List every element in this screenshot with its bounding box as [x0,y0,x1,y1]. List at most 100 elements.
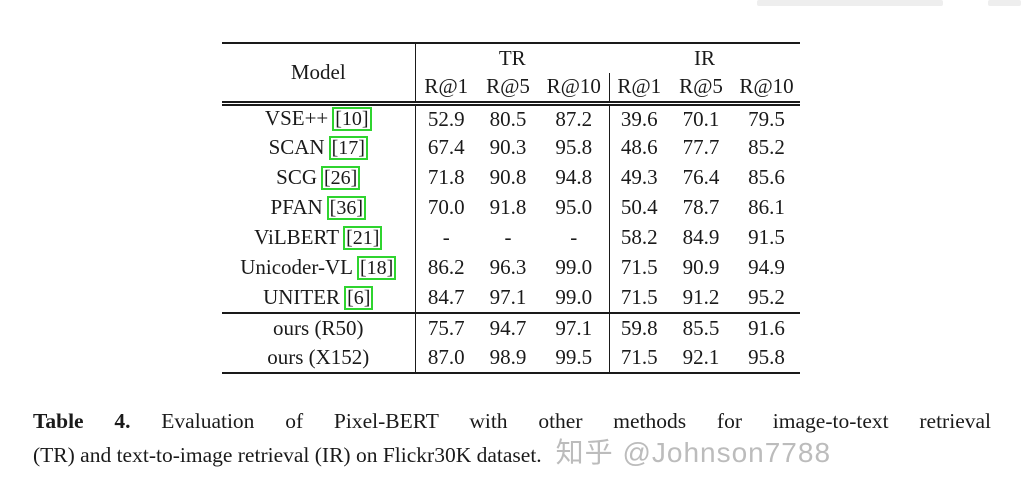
model-name-cell: ours (X152) [222,343,416,374]
table-header: Model TR IR R@1 R@5 R@10 R@1 R@5 R@10 [222,43,800,106]
value-cell: 90.3 [489,135,527,160]
metric-header-cell: R@1 [608,73,669,106]
value-cell: 71.5 [608,283,669,313]
metric-header-cell: R@1 [415,73,477,106]
value-cell: 94.9 [748,255,785,280]
value-cell: 92.1 [669,343,733,374]
value-cell: 94.8 [555,165,593,190]
citation-link[interactable]: [6] [344,285,374,310]
model-name-cell: Unicoder-VL [18] [222,253,416,283]
value-cell: - [504,225,512,250]
value-cell: 95.8 [733,343,800,374]
value-cell: 79.5 [748,106,785,131]
value-cell: 99.5 [539,343,609,374]
model-name-cell: PFAN [36] [222,193,416,223]
value-cell: - [442,225,450,250]
value-cell: 71.5 [608,343,669,374]
value-cell: 84.7 [427,284,465,309]
value-cell: 85.2 [748,135,785,160]
metric-header-cell: R@5 [669,73,733,106]
model-name-cell: SCG [26] [222,163,416,193]
value-cell: 78.7 [682,195,720,220]
group-header-ir: IR [694,45,715,70]
value-cell: 95.2 [748,284,785,309]
caption-text: Evaluation of Pixel-BERT with other meth… [161,409,992,433]
value-cell: 85.5 [669,312,733,343]
table-row: ours (X152) 87.0 98.9 99.5 71.5 92.1 95.8 [222,343,800,374]
table-row: PFAN [36] 70.0 91.8 95.0 50.4 78.7 86.1 [222,193,800,223]
value-cell: 87.0 [415,343,477,374]
model-name: SCG [276,165,318,189]
cropped-text-remnant [988,0,1021,6]
value-cell: 52.9 [427,106,465,131]
value-cell: 70.1 [682,106,720,131]
model-name: ours (R50) [273,315,364,340]
citation-link[interactable]: [21] [343,226,383,250]
citation-link[interactable]: [17] [328,136,368,160]
value-cell: 91.8 [489,195,527,220]
value-cell: 95.0 [555,195,593,220]
cropped-text-remnant [757,0,943,6]
table-row: SCG [26] 71.8 90.8 94.8 49.3 76.4 85.6 [222,163,800,193]
table-row: VSE++ [10] 52.9 80.5 87.2 39.6 70.1 79.5 [222,103,800,133]
caption-text: (TR) and text-to-image retrieval (IR) on… [33,443,542,467]
model-name: PFAN [270,195,323,219]
table-row: SCAN [17] 67.4 90.3 95.8 48.6 77.7 85.2 [222,133,800,163]
value-cell: 90.8 [489,165,527,190]
value-cell: - [570,225,578,250]
value-cell: 85.6 [748,165,785,190]
value-cell: 98.9 [477,343,539,374]
value-cell: 84.9 [682,225,720,250]
model-name: SCAN [268,135,325,159]
value-cell: 91.6 [733,312,800,343]
table-row: UNITER [6] 84.7 97.1 99.0 71.5 91.2 95.2 [222,283,800,313]
value-cell: 86.1 [748,195,785,220]
model-name: ViLBERT [254,225,340,249]
results-table: Model TR IR R@1 R@5 R@10 R@1 R@5 R@10 VSE++ [10] 5… [222,42,800,374]
model-name-cell: UNITER [6] [222,283,416,313]
model-name: ours (X152) [267,344,370,369]
value-cell: 97.1 [539,312,609,343]
value-cell: 49.3 [608,163,669,193]
model-name-cell: SCAN [17] [222,133,416,163]
metric-header-cell: R@10 [539,73,609,106]
value-cell: 76.4 [682,165,720,190]
value-cell: 80.5 [489,106,527,131]
value-cell: 94.7 [477,312,539,343]
value-cell: 95.8 [555,135,593,160]
citation-link[interactable]: [36] [326,196,366,220]
model-name: UNITER [263,284,341,309]
table-row: ours (R50) 75.7 94.7 97.1 59.8 85.5 91.6 [222,312,800,343]
value-cell: 48.6 [608,133,669,163]
citation-link[interactable]: [10] [332,107,372,132]
table-body: VSE++ [10] 52.9 80.5 87.2 39.6 70.1 79.5 SCAN [17… [222,103,800,374]
model-header-cell: Model [222,43,416,106]
value-cell: 77.7 [682,135,720,160]
watermark: 知乎 @Johnson7788 [555,437,832,468]
caption-line-2: (TR) and text-to-image retrieval (IR) on… [33,437,991,471]
value-cell: 87.2 [555,106,593,131]
model-name: VSE++ [264,106,329,131]
value-cell: 71.8 [427,165,465,190]
value-cell: 59.8 [608,312,669,343]
caption-line-1: Table 4. Evaluation of Pixel-BERT with o… [33,406,991,437]
group-header-tr: TR [498,45,526,70]
model-name-cell: VSE++ [10] [222,103,416,133]
value-cell: 91.5 [748,225,785,250]
value-cell: 99.0 [555,255,593,280]
citation-link[interactable]: [26] [321,166,361,190]
citation-link[interactable]: [18] [356,256,397,280]
value-cell: 91.2 [682,284,720,309]
value-cell: 67.4 [427,135,465,160]
value-cell: 99.0 [555,284,593,309]
value-cell: 70.0 [427,195,465,220]
value-cell: 58.2 [608,223,669,253]
table-row: ViLBERT [21] - - - 58.2 84.9 91.5 [222,223,800,253]
value-cell: 39.6 [608,103,669,133]
table-row: Unicoder-VL [18] 86.2 96.3 99.0 71.5 90.9 94.9 [222,253,800,283]
metric-header-cell: R@5 [477,73,539,106]
value-cell: 86.2 [427,255,465,280]
model-name: Unicoder-VL [240,255,353,279]
value-cell: 90.9 [682,255,720,280]
